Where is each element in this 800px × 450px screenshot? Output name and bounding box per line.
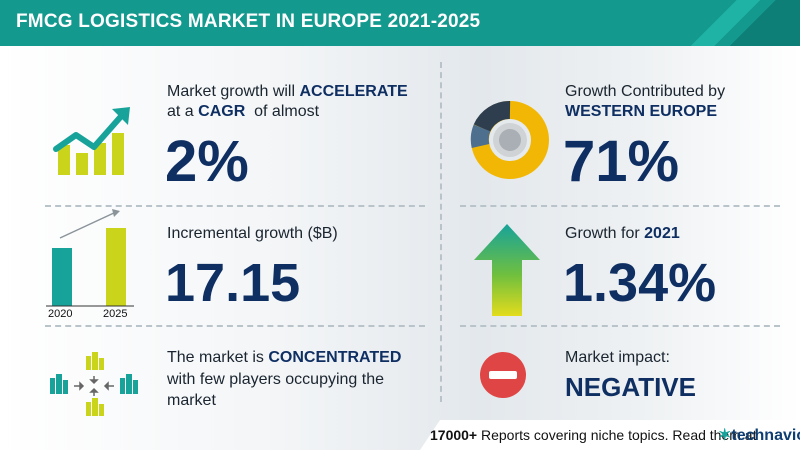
concentration-line1: The market is CONCENTRATED bbox=[167, 349, 402, 366]
impact-label: Market impact: bbox=[565, 349, 670, 366]
bar-compare-icon bbox=[46, 209, 134, 307]
minus-circle-icon bbox=[480, 352, 526, 398]
page-title: FMCG LOGISTICS MARKET IN EUROPE 2021-202… bbox=[16, 11, 481, 32]
divider-left-2 bbox=[45, 325, 425, 327]
divider-left-1 bbox=[45, 205, 425, 207]
technavio-wordmark: technavio bbox=[731, 427, 800, 444]
cagr-label-line1: Market growth will ACCELERATE bbox=[167, 83, 408, 100]
donut-icon bbox=[470, 101, 549, 179]
region-label-line2: WESTERN EUROPE bbox=[565, 103, 718, 120]
impact-value: NEGATIVE bbox=[565, 372, 696, 402]
up-arrow-icon bbox=[474, 224, 540, 316]
yearly-label: Growth for 2021 bbox=[565, 225, 680, 242]
divider-right-2 bbox=[460, 325, 780, 327]
concentration-line2: with few players occupying the bbox=[167, 371, 384, 388]
vertical-divider bbox=[440, 62, 442, 402]
footer-bar bbox=[420, 420, 800, 450]
bar-label-2020: 2020 bbox=[48, 308, 73, 320]
bar-label-2025: 2025 bbox=[103, 308, 128, 320]
growth-chart-icon bbox=[53, 107, 130, 175]
technavio-logo[interactable]: ✶technavio bbox=[718, 425, 800, 445]
region-label-line1: Growth Contributed by bbox=[565, 83, 726, 100]
divider-right-1 bbox=[460, 205, 780, 207]
region-value: 71% bbox=[563, 129, 680, 194]
cagr-value: 2% bbox=[165, 129, 249, 194]
incremental-value: 17.15 bbox=[165, 253, 301, 313]
footer-text: 17000+ Reports covering niche topics. Re… bbox=[430, 427, 757, 443]
header-banner bbox=[0, 0, 800, 46]
concentration-line3: market bbox=[167, 392, 216, 409]
yearly-value: 1.34% bbox=[563, 253, 717, 313]
city-network-icon bbox=[50, 352, 138, 416]
header-stripe-decoration bbox=[690, 0, 800, 46]
cagr-label-line2: at a CAGR of almost bbox=[167, 103, 320, 120]
technavio-mark-icon: ✶ bbox=[718, 427, 732, 444]
incremental-label: Incremental growth ($B) bbox=[167, 225, 338, 242]
